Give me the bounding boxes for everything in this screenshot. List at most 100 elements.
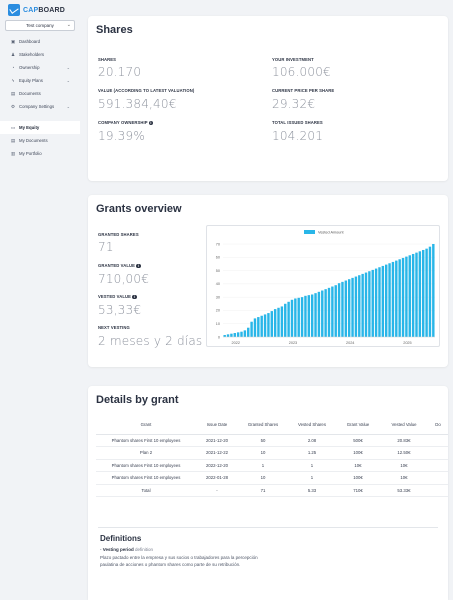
column-header-issue-date[interactable]: Issue Date <box>196 416 238 435</box>
bar <box>351 277 354 337</box>
bar <box>321 290 324 337</box>
sidebar-item-label: My Documents <box>19 138 48 143</box>
sidebar-item-my-documents[interactable]: ▤ My Documents <box>0 134 80 147</box>
x-tick-label: 2023 <box>289 341 297 345</box>
details-card: Details by grant Grant Issue Date Grante… <box>88 386 448 600</box>
cell-vested-value: 10€ <box>380 459 428 472</box>
sidebar-item-my-portfolio[interactable]: ▥ My Portfolio <box>0 147 80 160</box>
bar <box>297 297 300 337</box>
valuation-value: 591.384,40€ <box>98 97 177 111</box>
bar <box>378 267 381 337</box>
bar <box>314 293 317 337</box>
bar <box>287 301 290 337</box>
bar <box>347 279 351 337</box>
granted-value-label-wrap: GRANTED VALUE i <box>98 263 141 269</box>
column-header-grant-value[interactable]: Grant Value <box>336 416 380 435</box>
table-row[interactable]: Plan 2 2021-12-22 10 1.25 100€ 12.50€ <box>96 446 448 460</box>
bar <box>358 275 361 337</box>
y-tick-label: 20 <box>216 309 220 313</box>
bar <box>384 264 388 337</box>
bar <box>263 314 267 337</box>
company-select[interactable]: Test company ⌄ <box>5 20 75 31</box>
bar <box>280 306 284 337</box>
cell-total-do <box>428 484 448 497</box>
bar <box>371 269 374 337</box>
bar <box>324 289 327 337</box>
sidebar-item-label: My Portfolio <box>19 151 42 156</box>
bar <box>290 299 294 337</box>
cell-vested-value: 10€ <box>380 471 428 485</box>
cell-total-vested-shares: 5.33 <box>288 484 336 497</box>
bar <box>361 273 364 337</box>
cell-do <box>428 459 448 472</box>
bar <box>273 309 277 337</box>
chevron-down-icon: ⌄ <box>66 104 70 109</box>
sidebar-item-documents[interactable]: ▤ Documents <box>0 87 80 100</box>
bar <box>304 295 307 337</box>
sidebar-item-stakeholders[interactable]: ♟ Stakeholders <box>0 48 80 61</box>
cell-total-issue-date: - <box>196 484 238 497</box>
column-header-vested-value[interactable]: Vested Value <box>380 416 428 435</box>
bar <box>260 315 263 337</box>
bar <box>425 248 428 337</box>
definition-term-name: Vesting period <box>102 547 134 552</box>
table-row[interactable]: Phantom shares First 10 employees 2022-0… <box>96 471 448 485</box>
shares-value: 20.170 <box>98 65 142 79</box>
bar <box>267 313 270 337</box>
grants-overview-card: Grants overview GRANTED SHARES 71 GRANTE… <box>88 195 448 367</box>
column-header-vested-shares[interactable]: Vested Shares <box>288 416 336 435</box>
bar <box>374 268 378 337</box>
details-title: Details by grant <box>96 394 179 406</box>
table-row[interactable]: Phantom shares First 10 employees 2021-1… <box>96 434 448 447</box>
bar <box>344 280 348 337</box>
bar <box>428 246 432 337</box>
brand-name-part1: CAP <box>23 6 39 14</box>
document-icon: ▤ <box>10 90 16 96</box>
bar <box>230 333 233 337</box>
logo-icon <box>8 4 20 16</box>
ownership-label-wrap: COMPANY OWNERSHIP i <box>98 120 154 126</box>
sidebar-item-label: Documents <box>19 91 41 96</box>
column-header-do[interactable]: Do <box>428 416 448 435</box>
cell-vested-shares: 1.25 <box>288 446 336 460</box>
y-tick-label: 40 <box>216 282 220 286</box>
sidebar-item-dashboard[interactable]: ▣ Dashboard <box>0 35 80 48</box>
capboard-logo[interactable]: CAPBOARD <box>8 3 65 17</box>
sidebar-item-ownership[interactable]: ◔ Ownership ⌄ <box>0 61 80 74</box>
cell-grant-value: 500€ <box>336 434 380 447</box>
info-icon[interactable]: i <box>136 263 141 269</box>
y-tick-label: 30 <box>216 295 220 299</box>
y-tick-label: 70 <box>216 242 220 246</box>
table-row[interactable]: Phantom shares First 10 employees 2022-1… <box>96 459 448 472</box>
cell-granted-shares: 1 <box>238 459 288 472</box>
column-header-grant[interactable]: Grant <box>96 416 196 435</box>
sidebar-item-equity-plans[interactable]: ϟ Equity Plans ⌄ <box>0 74 80 87</box>
grants-title: Grants overview <box>96 203 182 215</box>
chevron-down-icon: ⌄ <box>66 78 70 83</box>
bar <box>300 297 304 337</box>
next-vesting-label: NEXT VESTING <box>98 325 130 330</box>
info-icon[interactable]: i <box>132 294 137 300</box>
bar <box>337 283 341 337</box>
sidebar-item-company-settings[interactable]: ⚙ Company Settings ⌄ <box>0 100 80 113</box>
bar <box>240 331 243 337</box>
sidebar-item-my-equity[interactable]: ▭ My Equity <box>0 121 80 134</box>
bar <box>395 260 398 337</box>
cell-grant-value: 100€ <box>336 471 380 485</box>
bar <box>432 244 435 337</box>
column-header-granted-shares[interactable]: Granted Shares <box>238 416 288 435</box>
bar <box>233 333 236 337</box>
legend-swatch <box>304 230 315 234</box>
bar <box>368 271 371 337</box>
bar <box>250 321 253 337</box>
document-icon: ▤ <box>10 137 16 143</box>
definition-term: - Vesting period definition <box>100 547 154 552</box>
bar <box>247 327 250 337</box>
bar <box>236 332 240 337</box>
bar <box>223 335 226 337</box>
cell-granted-shares: 50 <box>238 434 288 447</box>
bar <box>331 286 334 337</box>
info-icon[interactable]: i <box>148 120 154 126</box>
sidebar-item-label: Equity Plans <box>19 78 43 83</box>
shares-title: Shares <box>96 24 133 36</box>
